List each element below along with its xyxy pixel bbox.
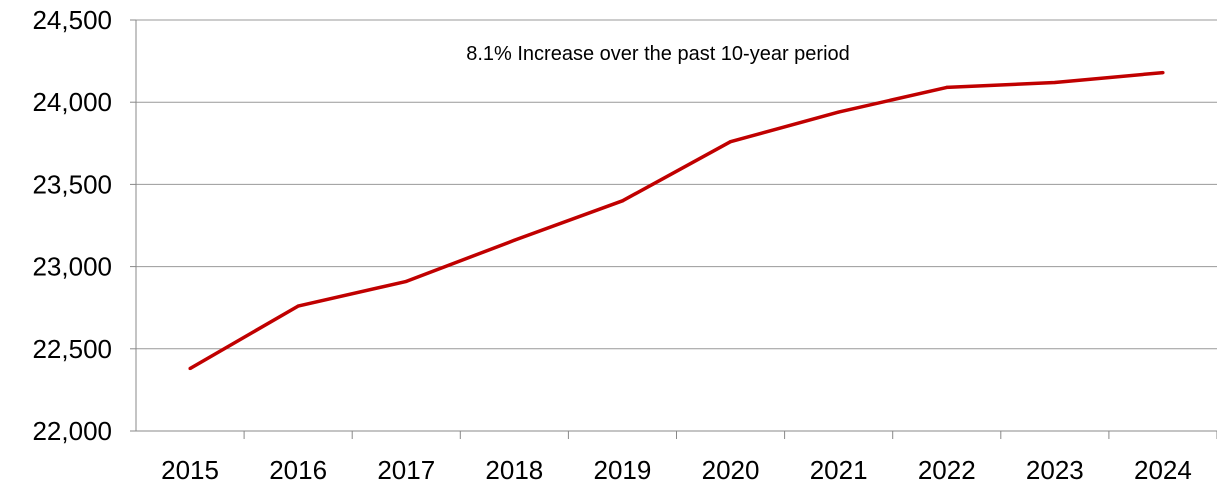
y-tick-label: 22,000: [32, 416, 112, 446]
x-tick-label: 2020: [702, 455, 760, 485]
chart-annotation: 8.1% Increase over the past 10-year peri…: [466, 43, 850, 65]
gridlines: [136, 19, 1217, 350]
data-point: [837, 110, 841, 114]
x-tick-label: 2018: [485, 455, 543, 485]
y-tick-labels: 22,000 22,500 23,000 23,500 24,000 24,500: [32, 5, 112, 446]
y-tick-label: 23,000: [32, 252, 112, 282]
data-point: [945, 85, 949, 90]
data-point: [1161, 71, 1165, 75]
y-tick-label: 24,500: [32, 5, 112, 35]
data-point: [728, 140, 733, 144]
x-tick-label: 2023: [1026, 455, 1084, 485]
x-tick-label: 2017: [377, 455, 435, 485]
data-point: [512, 238, 516, 242]
y-tick-label: 23,500: [32, 169, 112, 199]
x-tick-labels: 2015 2016 2017 2018 2019 2020 2021 2022 2023 2024: [161, 455, 1192, 485]
y-tick-label: 24,000: [32, 87, 112, 117]
series-group: [188, 70, 1165, 371]
x-tick-label: 2021: [810, 455, 868, 485]
data-point: [1053, 80, 1057, 85]
series-line: [189, 70, 1164, 371]
data-point: [188, 366, 192, 371]
data-point: [296, 304, 300, 308]
x-tick-label: 2015: [161, 455, 219, 485]
data-point: [404, 279, 408, 283]
y-tick-label: 22,500: [32, 334, 112, 364]
x-tick-label: 2022: [918, 455, 976, 485]
x-tick-label: 2024: [1134, 455, 1192, 485]
x-tick-label: 2019: [594, 455, 652, 485]
axes: [130, 19, 1217, 439]
x-tick-label: 2016: [269, 455, 327, 485]
data-point: [620, 199, 625, 203]
